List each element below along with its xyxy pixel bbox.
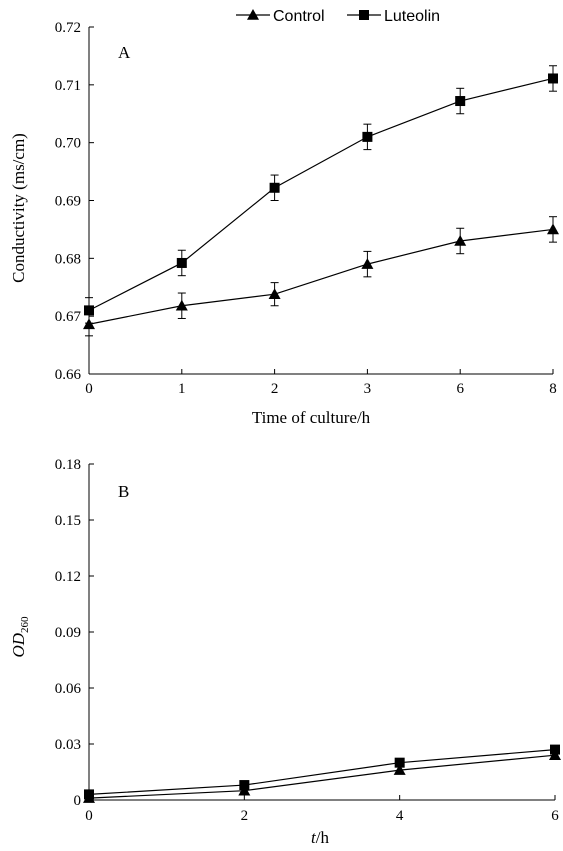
- panel-a-y-tick-label: 0.70: [55, 136, 81, 152]
- panel-b-label: B: [118, 482, 129, 501]
- panel-b-chart: 0 0.03 0.06 0.09 0.12 0.15 0.18 0 2 4 6 B t/h OD26…: [9, 457, 561, 847]
- panel-a-y-tick-label: 0.71: [55, 78, 81, 94]
- panel-a-point-luteolin: [269, 182, 280, 193]
- legend-marker-control: [247, 9, 259, 20]
- panel-a-y-tick-label: 0.67: [55, 309, 82, 325]
- panel-a-series-line-luteolin: [88, 77, 554, 311]
- panel-a-x-axis-label: Time of culture/h: [252, 408, 371, 427]
- panel-b-series-line-control: [88, 754, 556, 799]
- panel-b-point-luteolin: [239, 780, 250, 791]
- panel-b-x-axis-label-unit: /h: [316, 828, 330, 847]
- panel-a-x-tick-label: 2: [271, 381, 279, 397]
- panel-a-y-tick-label: 0.72: [55, 20, 81, 36]
- panel-b-x-tick-label: 4: [396, 808, 404, 824]
- panel-b-x-axis-label-italic: t: [311, 828, 317, 847]
- panel-b-y-tick-label: 0: [74, 793, 82, 809]
- panel-a-point-luteolin: [362, 131, 373, 142]
- panel-b-point-luteolin: [84, 789, 94, 800]
- panel-b-y-axis-label-main: OD: [9, 632, 28, 657]
- panel-b-x-tick-label: 2: [241, 808, 249, 824]
- panel-a-y-tick-label: 0.66: [55, 367, 82, 383]
- panel-b-y-tick-label: 0.03: [55, 737, 81, 753]
- panel-a-point-control: [454, 234, 467, 246]
- legend-marker-luteolin: [359, 10, 369, 20]
- panel-b-x-axis-label: t/h: [311, 828, 329, 847]
- panel-a-point-control: [175, 299, 188, 311]
- panel-a-x-tick-label: 1: [178, 381, 186, 397]
- panel-b-y-tick-label: 0.15: [55, 513, 81, 529]
- panel-a-chart: 0.66 0.67 0.68 0.69 0.70 0.71 0.72 0 1 2 3 6 8 A Tim…: [9, 8, 559, 427]
- panel-b-x-tick-label: 0: [85, 808, 93, 824]
- panel-a-x-tick-label: 8: [549, 381, 557, 397]
- panel-b-x-tick-label: 6: [551, 808, 559, 824]
- panel-a-x-tick-label: 3: [364, 381, 372, 397]
- panel-a-point-control: [268, 288, 281, 299]
- panel-b-y-axis-label-subscript: 260: [19, 616, 31, 633]
- panel-b-point-luteolin: [550, 744, 560, 755]
- panel-b-point-control: [393, 764, 406, 775]
- panel-a-series-line-control: [88, 228, 554, 325]
- panel-a-point-control: [361, 258, 374, 269]
- panel-b-y-tick-label: 0.12: [55, 569, 81, 585]
- panel-a-y-axis-label: Conductivity (ms/cm): [9, 133, 28, 283]
- panel-b-y-tick-label: 0.09: [55, 625, 81, 641]
- panel-a-y-tick-label: 0.68: [55, 251, 81, 267]
- panel-b-series-line-luteolin: [88, 749, 556, 795]
- panel-b-y-axis-label: OD260: [9, 616, 31, 658]
- panel-a-point-control: [547, 223, 559, 235]
- panel-a-x-tick-label: 6: [456, 381, 464, 397]
- legend: Control Luteolin: [236, 8, 440, 25]
- panel-a-y-tick-label: 0.69: [55, 194, 81, 210]
- panel-a-point-luteolin: [548, 73, 558, 84]
- panel-a-point-luteolin: [176, 257, 187, 268]
- panel-a-x-tick-label: 0: [85, 381, 93, 397]
- legend-label: Control: [273, 8, 325, 25]
- panel-a-label: A: [118, 43, 131, 62]
- panel-b-point-luteolin: [394, 757, 405, 768]
- panel-a-point-luteolin: [84, 305, 94, 316]
- legend-label: Luteolin: [384, 8, 440, 25]
- panel-b-y-tick-label: 0.18: [55, 457, 81, 473]
- panel-a-point-luteolin: [455, 96, 466, 107]
- panel-b-y-tick-label: 0.06: [55, 681, 82, 697]
- panel-a-point-control: [83, 318, 95, 330]
